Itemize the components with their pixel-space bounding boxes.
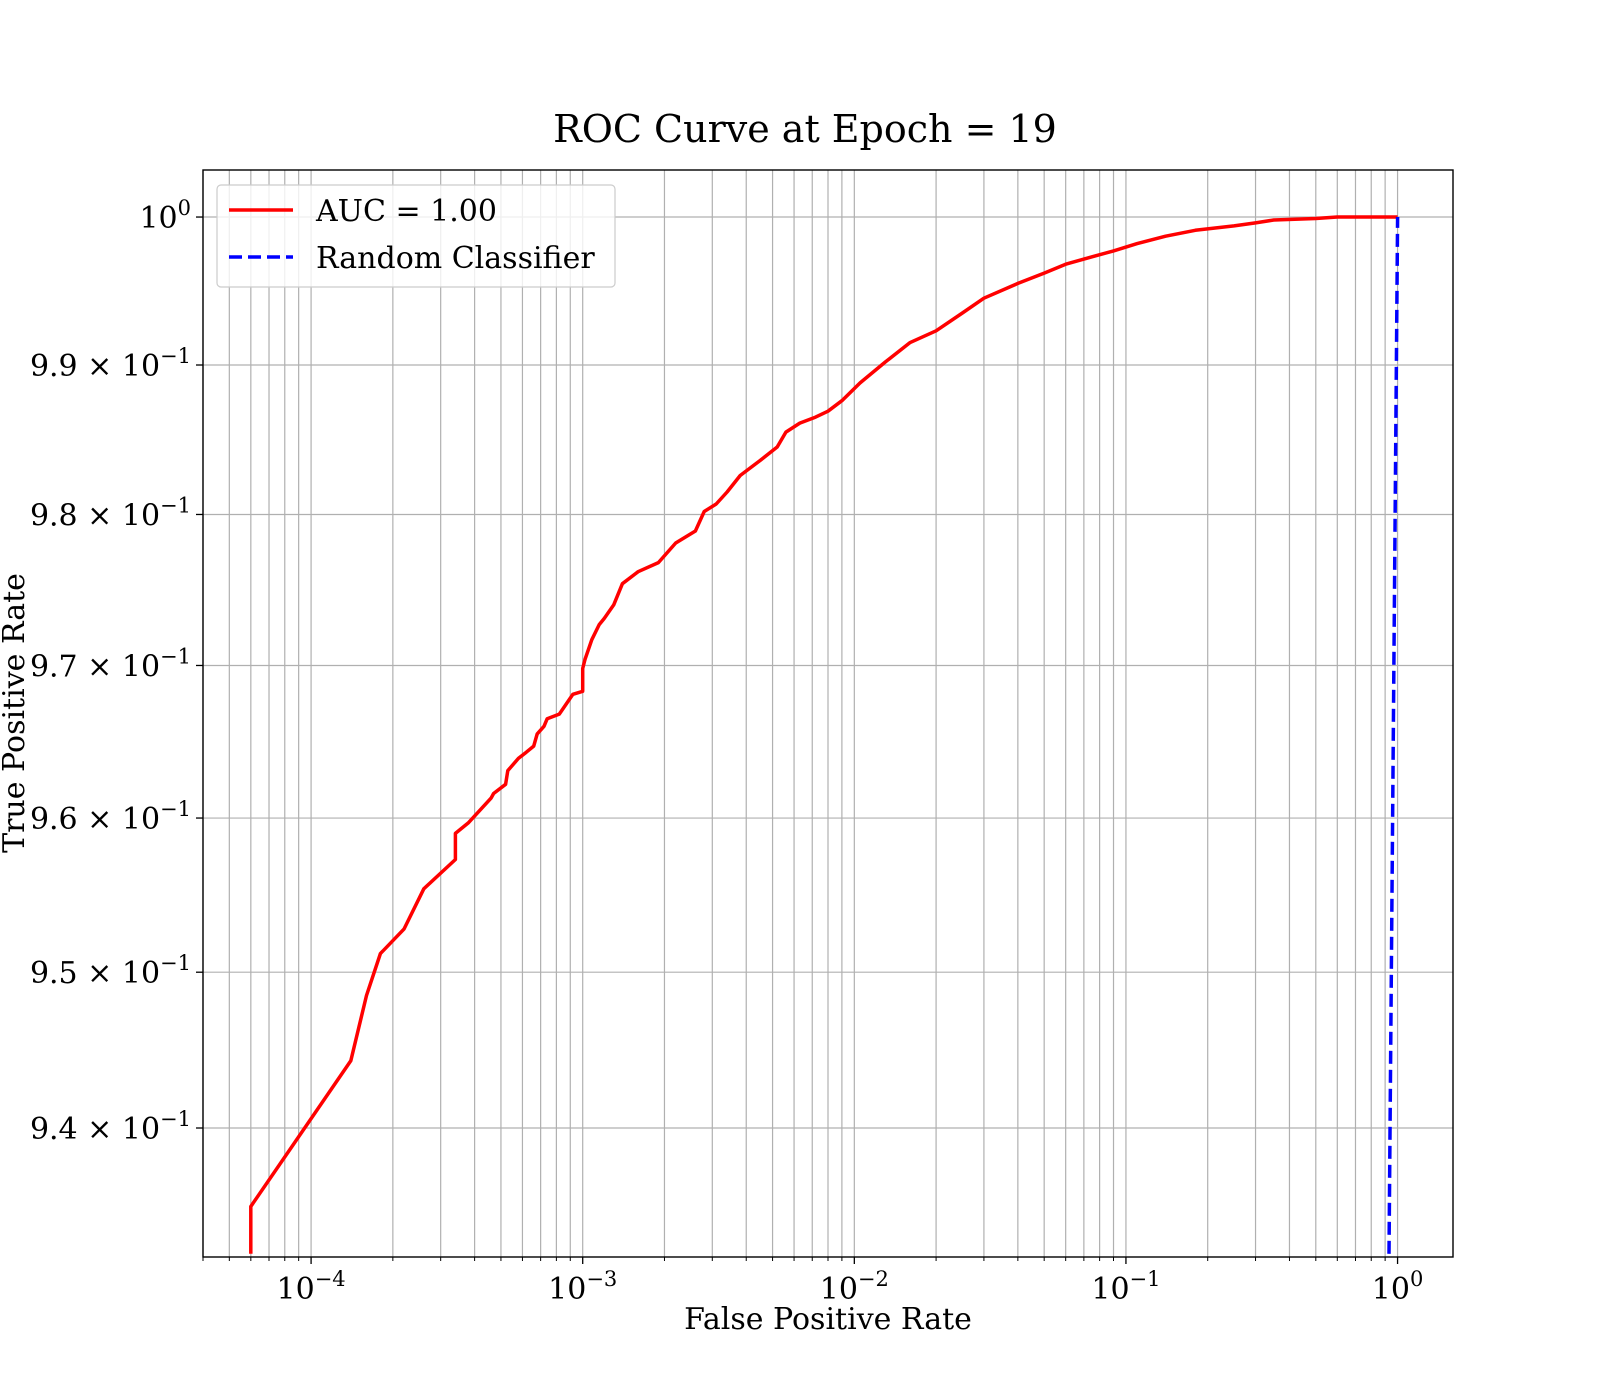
legend-box [216, 184, 616, 288]
y-tick-label: 9.8 × 10−1 [30, 493, 191, 533]
legend-label-auc: AUC = 1.00 [315, 194, 497, 229]
x-tick-label: 10−3 [548, 1267, 617, 1307]
grid [202, 170, 1453, 1257]
y-tick-label: 9.4 × 10−1 [30, 1107, 191, 1147]
random-classifier-line [1387, 216, 1400, 1254]
legend: AUC = 1.00 Random Classifier [216, 184, 616, 288]
plot-series [249, 215, 1400, 1254]
y-tick-label: 9.9 × 10−1 [30, 344, 191, 384]
y-tick-label: 9.6 × 10−1 [30, 797, 191, 837]
x-axis-ticks: 10−4 10−3 10−2 10−1 100 [202, 1257, 1424, 1307]
y-tick-label: 9.7 × 10−1 [30, 644, 191, 684]
legend-label-random: Random Classifier [316, 241, 595, 276]
x-tick-label: 100 [1372, 1267, 1424, 1307]
x-tick-label: 10−1 [1091, 1267, 1160, 1307]
x-tick-label: 10−2 [820, 1267, 889, 1307]
x-axis-label: False Positive Rate [684, 1302, 972, 1337]
y-axis-ticks: 9.4 × 10−1 9.5 × 10−1 9.6 × 10−1 9.7 × 10−1… [30, 196, 203, 1147]
y-axis-label: True Positive Rate [0, 573, 32, 853]
chart-title: ROC Curve at Epoch = 19 [553, 107, 1057, 151]
roc-curve-line [249, 215, 1398, 1254]
x-tick-label: 10−4 [277, 1267, 346, 1307]
y-tick-label: 9.5 × 10−1 [30, 951, 191, 991]
y-tick-label: 100 [139, 196, 191, 236]
